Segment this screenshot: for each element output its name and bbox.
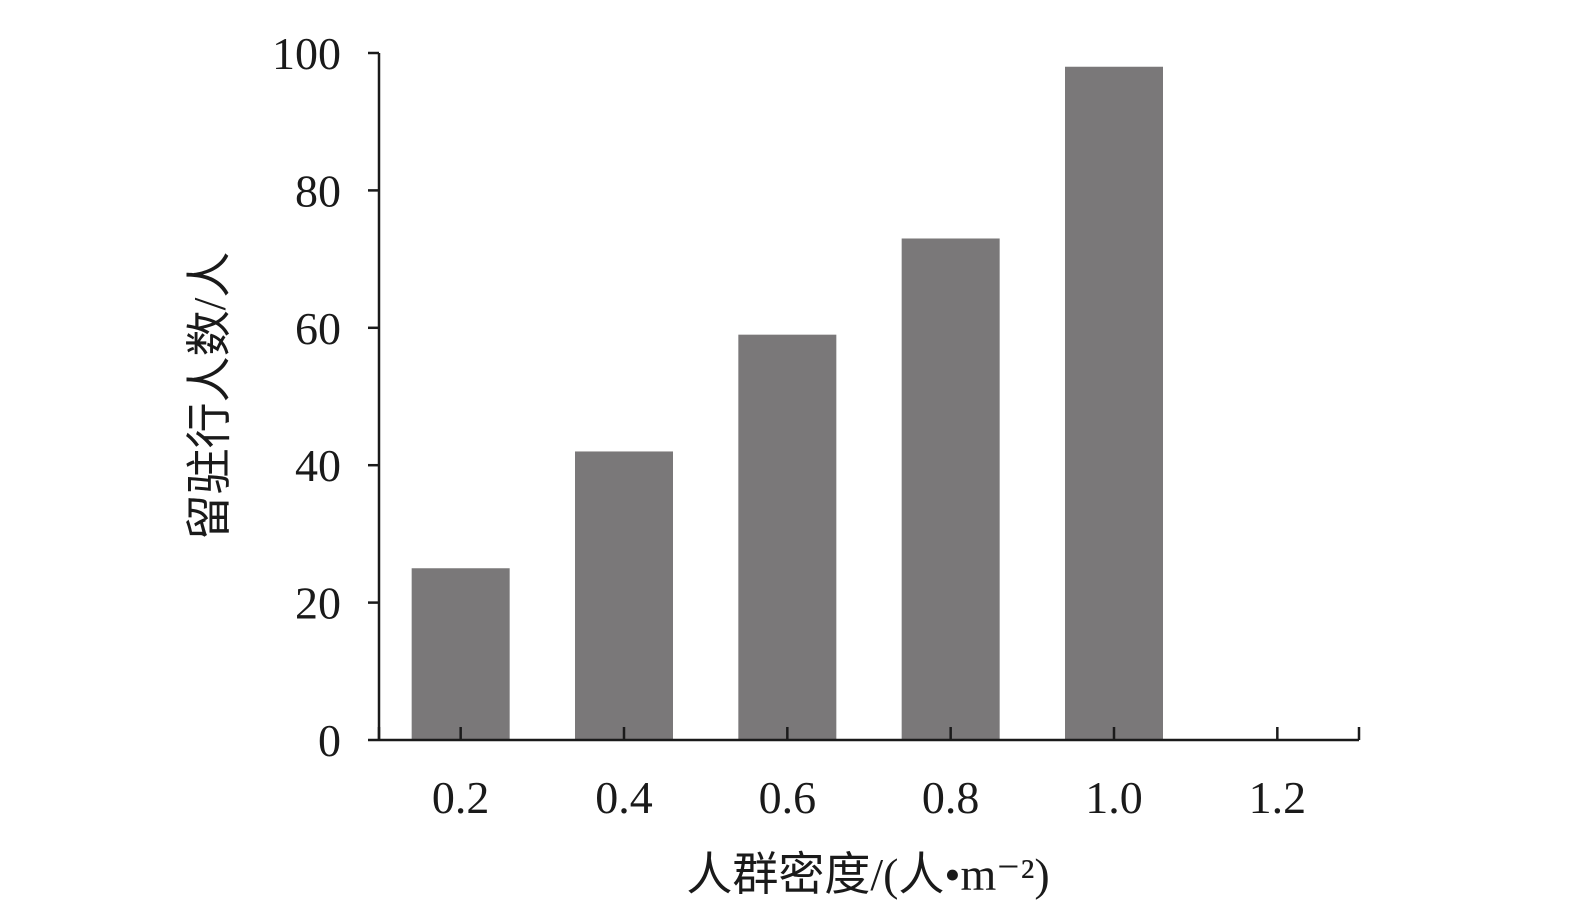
bar-1 (1065, 66, 1163, 741)
x-tick-label-0-2: 0.2 (432, 772, 490, 823)
bar-0-8 (901, 238, 1000, 741)
y-tick-label-20: 20 (295, 578, 341, 629)
y-tick-label-80: 80 (295, 165, 341, 216)
x-tick-label-0-6: 0.6 (759, 772, 817, 823)
bar-0-4 (575, 451, 673, 740)
x-axis-title: 人群密度/(人•m⁻²) (686, 849, 1049, 900)
y-tick-label-0: 0 (318, 715, 341, 766)
y-tick-label-40: 40 (295, 440, 341, 491)
x-ticks-group: 0.2 0.4 0.6 0.8 1.0 1.2 (377, 727, 1361, 823)
y-tick-label-100: 100 (272, 28, 341, 79)
y-tick-label-60: 60 (295, 303, 341, 354)
x-tick-label-0-8: 0.8 (922, 772, 980, 823)
bar-0-6 (738, 334, 837, 740)
x-tick-label-0-4: 0.4 (595, 772, 653, 823)
y-ticks-group: 0 20 40 60 80 100 (272, 28, 379, 766)
x-tick-label-1-0: 1.0 (1085, 772, 1143, 823)
bars-group (411, 66, 1163, 741)
bar-0-2 (411, 568, 510, 740)
x-tick-label-1-2: 1.2 (1249, 772, 1307, 823)
y-axis-title: 留驻行人数/人 (184, 252, 235, 541)
